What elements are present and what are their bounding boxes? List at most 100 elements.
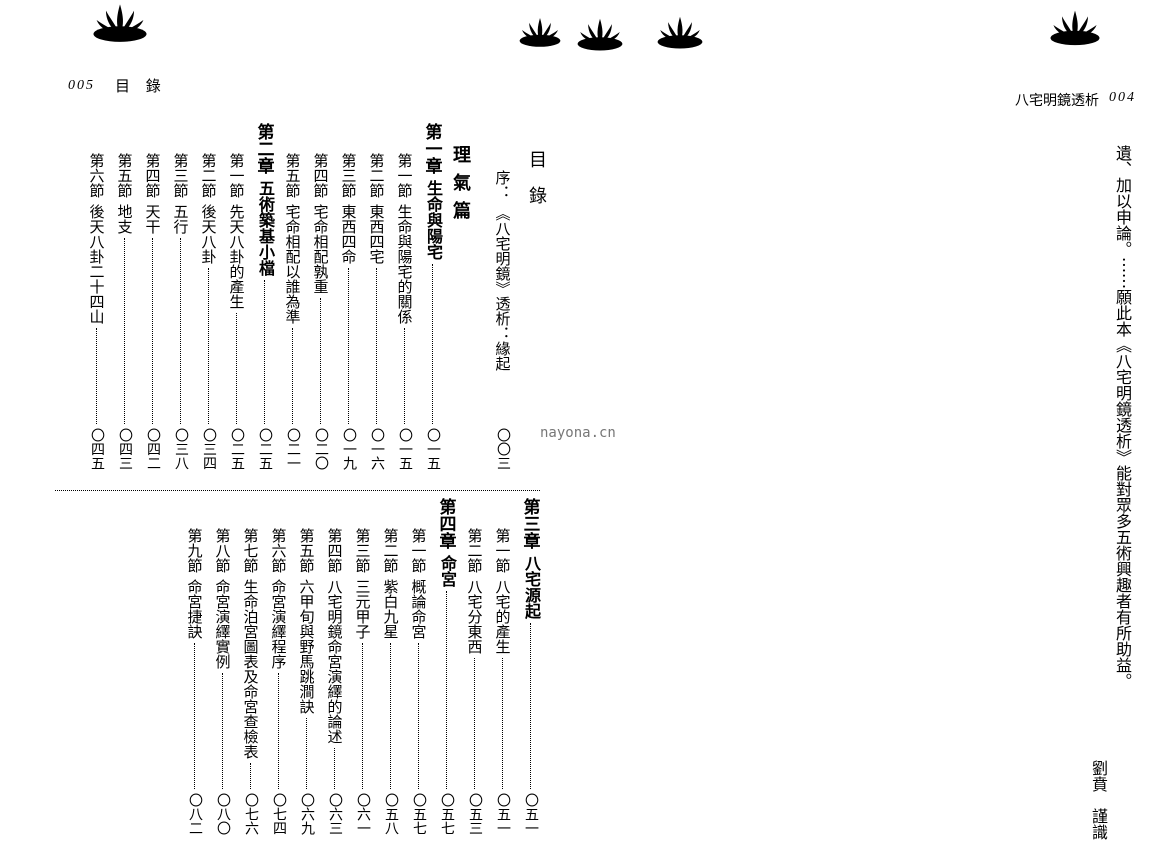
toc-entry-head: 第一節	[492, 528, 513, 573]
preface-title: 《八宅明鏡》透析：緣起	[492, 206, 513, 371]
toc-entry-title: 東西四宅	[366, 204, 387, 264]
toc-entry-page: 〇一六	[366, 428, 386, 470]
toc-entry-page: 〇五三	[464, 793, 484, 835]
toc-leader-dots	[180, 238, 181, 424]
preface-page: 〇〇三	[492, 428, 512, 470]
toc-entry-title: 三元甲子	[352, 579, 373, 639]
toc-leader-dots	[474, 658, 475, 789]
toc-section: 第二節紫白九星〇五八	[380, 528, 400, 835]
toc-entry-page: 〇五一	[520, 793, 540, 835]
toc-chapter: 第二章五術築基小檔〇二五	[254, 123, 274, 470]
toc-entry-head: 第七節	[240, 528, 261, 573]
toc-leader-dots	[222, 673, 223, 789]
toc-entry-head: 第一節	[226, 153, 247, 198]
toc-entry-head: 第一章	[420, 123, 445, 174]
toc-entry-page: 〇五七	[408, 793, 428, 835]
page-number-right: 004	[1109, 90, 1136, 106]
toc-entry-title: 後天八卦二十四山	[86, 204, 107, 324]
toc-entry-title: 五術築基小檔	[252, 180, 276, 276]
toc-entry-head: 第二節	[464, 528, 485, 573]
toc-entry-page: 〇三四	[198, 428, 218, 470]
watermark: nayona.cn	[540, 425, 616, 441]
toc-entry-page: 〇七六	[240, 793, 260, 835]
toc-entry-page: 〇七四	[268, 793, 288, 835]
toc-leader-dots	[432, 264, 433, 424]
toc-entry-head: 第三節	[352, 528, 373, 573]
toc-section: 第三節五行〇三八	[170, 153, 190, 470]
toc-leader-dots	[236, 313, 237, 424]
toc-section: 第二節八宅分東西〇五三	[464, 528, 484, 835]
toc-leader-dots	[194, 643, 195, 789]
lotus-icon	[81, 0, 159, 46]
toc-entry-title: 五行	[170, 204, 191, 234]
toc-entry-title: 六甲旬與野馬跳澗訣	[296, 579, 317, 714]
toc-leader-dots	[418, 643, 419, 789]
toc-entry-title: 命宮捷訣	[184, 579, 205, 639]
toc-section: 第五節六甲旬與野馬跳澗訣〇六九	[296, 528, 316, 835]
toc-entry-title: 先天八卦的產生	[226, 204, 247, 309]
toc-preface: 序： 《八宅明鏡》透析：緣起 〇〇三	[492, 170, 512, 470]
page-number-left: 005	[68, 78, 95, 94]
toc-entry-page: 〇二〇	[310, 428, 330, 470]
toc-entry-head: 第五節	[114, 153, 135, 198]
toc-section: 第四節天干〇四二	[142, 153, 162, 470]
toc-entry-head: 第八節	[212, 528, 233, 573]
toc-section: 第七節生命泊宮圖表及命宮查檢表〇七六	[240, 528, 260, 835]
page-label-right: 八宅明鏡透析	[1015, 90, 1099, 110]
toc-entry-title: 東西四命	[338, 204, 359, 264]
toc-entry-title: 地支	[114, 204, 135, 234]
toc-entry-page: 〇四三	[114, 428, 134, 470]
toc-entry-page: 〇一五	[422, 428, 442, 470]
toc-section: 第三節東西四命〇一九	[338, 153, 358, 470]
toc-leader-dots	[376, 268, 377, 424]
lotus-icon	[510, 10, 570, 50]
toc-section: 第四節八宅明鏡命宮演繹的論述〇六三	[324, 528, 344, 835]
toc-entry-page: 〇三八	[170, 428, 190, 470]
lotus-decorations	[0, 0, 1174, 60]
preface-head: 序：	[492, 170, 513, 200]
toc-entry-page: 〇五八	[380, 793, 400, 835]
toc-entry-page: 〇五一	[492, 793, 512, 835]
toc-entry-title: 生命泊宮圖表及命宮查檢表	[240, 579, 261, 759]
toc-leader-dots	[208, 268, 209, 424]
toc-leader-dots	[502, 658, 503, 789]
toc-entry-head: 第二章	[252, 123, 277, 174]
toc-entry-head: 第四節	[324, 528, 345, 573]
toc-entry-page: 〇一五	[394, 428, 414, 470]
signature-name: 劉賁	[1085, 760, 1109, 792]
toc-heading: 目錄	[528, 150, 546, 222]
toc-entry-title: 生命與陽宅	[420, 180, 444, 260]
toc-leader-dots	[334, 748, 335, 789]
toc-leader-dots	[530, 623, 531, 789]
toc-section: 第四節宅命相配孰重〇二〇	[310, 153, 330, 470]
toc-entry-head: 第五節	[296, 528, 317, 573]
toc-leader-dots	[124, 238, 125, 424]
toc-entry-title: 後天八卦	[198, 204, 219, 264]
toc-entry-head: 第二節	[380, 528, 401, 573]
toc-entry-page: 〇二一	[282, 428, 302, 470]
toc-leader-dots	[390, 643, 391, 789]
toc-entry-page: 〇六一	[352, 793, 372, 835]
toc-entry-head: 第三章	[518, 498, 543, 549]
toc-entry-title: 生命與陽宅的關係	[394, 204, 415, 324]
toc-section: 第三節三元甲子〇六一	[352, 528, 372, 835]
toc-entry-title: 天干	[142, 204, 163, 234]
toc-entry-title: 八宅明鏡命宮演繹的論述	[324, 579, 345, 744]
toc-leader-dots	[320, 298, 321, 424]
lotus-icon	[567, 10, 633, 54]
toc-entry-head: 第九節	[184, 528, 205, 573]
toc-section: 第五節地支〇四三	[114, 153, 134, 470]
toc-entry-page: 〇八〇	[212, 793, 232, 835]
toc-entry-page: 〇四二	[142, 428, 162, 470]
toc-entry-head: 第二節	[366, 153, 387, 198]
toc-entry-title: 命宮演繹實例	[212, 579, 233, 669]
toc-entry-page: 〇一九	[338, 428, 358, 470]
divider-dots	[55, 490, 540, 491]
toc-entry-title: 概論命宮	[408, 579, 429, 639]
toc-entry-page: 〇二五	[226, 428, 246, 470]
toc-entry-head: 第三節	[338, 153, 359, 198]
toc-leader-dots	[152, 238, 153, 424]
lotus-icon	[647, 8, 713, 52]
toc-section: 第九節命宮捷訣〇八二	[184, 528, 204, 835]
toc-entry-head: 第四節	[142, 153, 163, 198]
